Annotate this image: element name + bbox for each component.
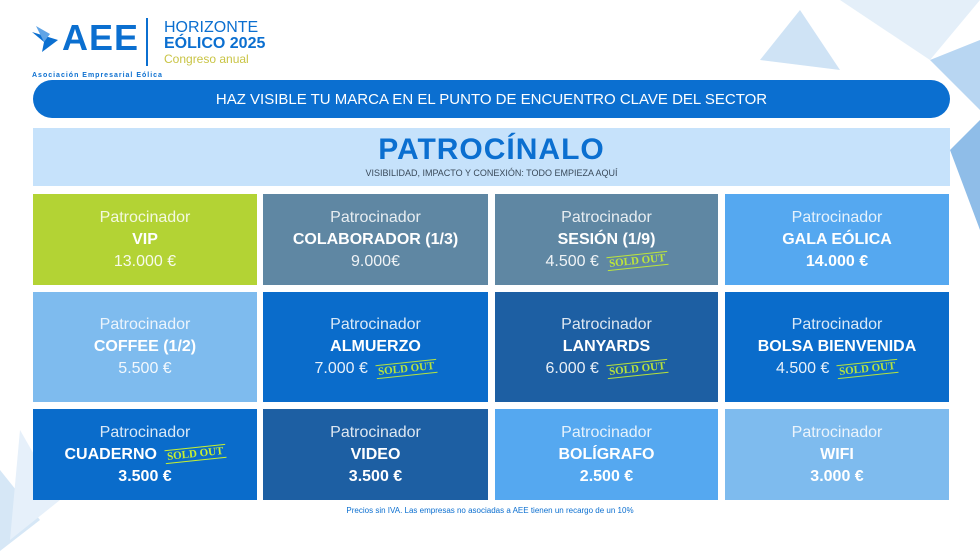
- sponsor-card: Patrocinador COFFEE (1/2) 5.500 €: [33, 292, 257, 402]
- card-name-row: SESIÓN (1/9): [495, 231, 718, 249]
- banner: HAZ VISIBLE TU MARCA EN EL PUNTO DE ENCU…: [33, 80, 950, 118]
- card-name-row: WIFI: [725, 446, 949, 464]
- sponsor-card: Patrocinador VIDEO 3.500 €: [263, 409, 488, 500]
- sold-out-stamp: SOLD OUT: [606, 358, 669, 379]
- card-price: 7.000 €: [314, 360, 368, 377]
- sold-out-stamp: SOLD OUT: [836, 358, 899, 379]
- card-price: 4.500 €: [545, 252, 599, 270]
- card-price: 3.500 €: [118, 467, 172, 485]
- card-price: 14.000 €: [805, 252, 869, 270]
- card-name: GALA EÓLICA: [782, 230, 892, 248]
- card-price-row: 7.000 € SOLD OUT: [263, 358, 488, 379]
- card-price-row: 13.000 €: [33, 253, 257, 271]
- logo-subtitle: Asociación Empresarial Eólica: [32, 72, 163, 79]
- page-title: PATROCÍNALO: [378, 133, 605, 166]
- sponsor-card: Patrocinador GALA EÓLICA 14.000 €: [725, 194, 949, 285]
- card-name-row: COFFEE (1/2): [33, 338, 257, 356]
- card-price: 3.000 €: [810, 467, 864, 485]
- card-name: VIP: [132, 230, 158, 248]
- card-name-row: VIDEO: [263, 446, 488, 464]
- card-price: 4.500 €: [776, 360, 830, 377]
- card-label: Patrocinador: [99, 208, 191, 226]
- event-line3: Congreso anual: [164, 52, 249, 66]
- card-name-row: VIP: [33, 231, 257, 249]
- card-name-row: ALMUERZO: [263, 338, 488, 356]
- card-name: COLABORADOR (1/3): [292, 230, 459, 248]
- sponsor-card: Patrocinador BOLÍGRAFO 2.500 €: [495, 409, 718, 500]
- logo-text: AEE: [62, 17, 140, 58]
- card-label: Patrocinador: [791, 316, 883, 333]
- sponsor-card: Patrocinador VIP 13.000 €: [33, 194, 257, 285]
- sponsor-card: Patrocinador LANYARDS 6.000 € SOLD OUT: [495, 292, 718, 402]
- card-name-row: COLABORADOR (1/3): [263, 231, 488, 249]
- card-name: BOLSA BIENVENIDA: [757, 338, 917, 355]
- card-label: Patrocinador: [561, 423, 652, 441]
- card-label: Patrocinador: [99, 316, 191, 333]
- card-name: LANYARDS: [562, 338, 651, 355]
- card-name-row: LANYARDS: [495, 338, 718, 356]
- divider: [146, 18, 148, 66]
- card-price: 5.500 €: [118, 360, 172, 377]
- card-name-row: GALA EÓLICA: [725, 231, 949, 249]
- card-label: Patrocinador: [561, 316, 652, 333]
- card-name: SESIÓN (1/9): [557, 230, 656, 248]
- card-price-row: 2.500 €: [495, 468, 718, 486]
- card-name-row: CUADERNO SOLD OUT: [33, 444, 257, 465]
- card-price-row: 5.500 €: [33, 360, 257, 378]
- card-label: Patrocinador: [99, 423, 191, 441]
- card-name: CUADERNO: [64, 445, 157, 463]
- card-price-row: 4.500 € SOLD OUT: [725, 358, 949, 379]
- card-price-row: 14.000 €: [725, 253, 949, 271]
- card-label: Patrocinador: [791, 423, 883, 441]
- sponsor-card: Patrocinador COLABORADOR (1/3) 9.000€: [263, 194, 488, 285]
- sponsor-card: Patrocinador BOLSA BIENVENIDA 4.500 € SOL…: [725, 292, 949, 402]
- sold-out-stamp: SOLD OUT: [164, 444, 227, 465]
- event-line1: HORIZONTE: [164, 19, 259, 36]
- card-price-row: 6.000 € SOLD OUT: [495, 358, 718, 379]
- card-label: Patrocinador: [330, 316, 421, 333]
- sponsor-card: Patrocinador SESIÓN (1/9) 4.500 € SOLD OU…: [495, 194, 718, 285]
- sponsor-card: Patrocinador ALMUERZO 7.000 € SOLD OUT: [263, 292, 488, 402]
- aee-logo: AEE Asociación Empresarial Eólica: [32, 17, 162, 79]
- logo-bird-icon: [32, 26, 58, 52]
- page-subtitle: VISIBILIDAD, IMPACTO Y CONEXIÓN: TODO EM…: [365, 168, 618, 178]
- card-price-row: 3.000 €: [725, 468, 949, 486]
- card-name-row: BOLSA BIENVENIDA: [725, 338, 949, 356]
- card-label: Patrocinador: [561, 208, 652, 226]
- card-price: 6.000 €: [545, 360, 599, 377]
- card-label: Patrocinador: [330, 208, 421, 226]
- card-label: Patrocinador: [330, 423, 421, 441]
- event-title: HORIZONTE EÓLICO 2025 Congreso anual: [164, 19, 266, 67]
- footer-note: Precios sin IVA. Las empresas no asociad…: [346, 506, 634, 515]
- card-name: ALMUERZO: [330, 338, 421, 355]
- card-price: 9.000€: [351, 252, 400, 270]
- card-price: 3.500 €: [348, 467, 403, 485]
- card-name: WIFI: [820, 445, 854, 463]
- section-header: PATROCÍNALO VISIBILIDAD, IMPACTO Y CONEX…: [33, 128, 950, 186]
- card-price-row: 9.000€: [263, 253, 488, 271]
- card-label: Patrocinador: [791, 208, 883, 226]
- sponsor-card: Patrocinador WIFI 3.000 €: [725, 409, 949, 500]
- card-name: VIDEO: [350, 445, 401, 463]
- card-price: 13.000 €: [113, 252, 177, 270]
- card-price-row: 3.500 €: [263, 468, 488, 486]
- sold-out-stamp: SOLD OUT: [375, 358, 438, 379]
- card-name: COFFEE (1/2): [93, 338, 197, 355]
- card-price-row: 3.500 €: [33, 468, 257, 486]
- sponsor-card: Patrocinador CUADERNO SOLD OUT 3.500 €: [33, 409, 257, 500]
- sold-out-stamp: SOLD OUT: [606, 251, 669, 272]
- card-price-row: 4.500 € SOLD OUT: [495, 251, 718, 272]
- event-line2: EÓLICO 2025: [164, 35, 266, 52]
- card-name-row: BOLÍGRAFO: [495, 446, 718, 464]
- card-price: 2.500 €: [579, 467, 634, 485]
- card-name: BOLÍGRAFO: [558, 445, 655, 463]
